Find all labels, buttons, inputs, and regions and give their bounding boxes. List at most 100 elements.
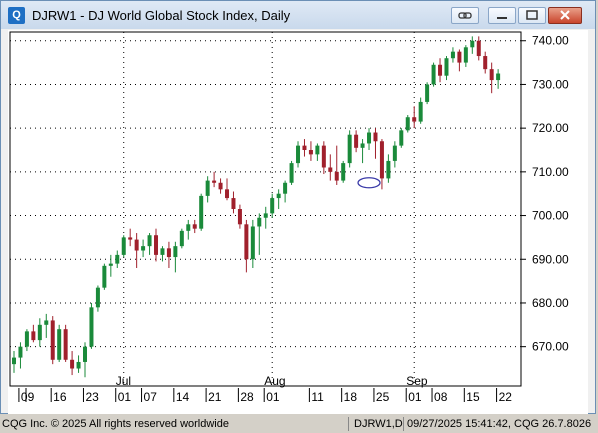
status-symbol: DJRW1,D bbox=[354, 418, 403, 430]
up-candle bbox=[89, 307, 94, 347]
app-icon: Q bbox=[8, 7, 25, 24]
down-candle bbox=[134, 239, 139, 251]
y-tick-label: 690.00 bbox=[532, 252, 569, 266]
down-candle bbox=[237, 209, 242, 225]
close-button[interactable] bbox=[548, 7, 582, 24]
x-month-label: Jul bbox=[116, 374, 131, 388]
down-candle bbox=[231, 198, 236, 209]
x-month-label: Aug bbox=[264, 374, 285, 388]
up-candle bbox=[444, 58, 449, 76]
x-day-label: 01 bbox=[118, 390, 132, 404]
link-icon bbox=[458, 12, 472, 19]
down-candle bbox=[321, 145, 326, 168]
up-candle bbox=[405, 117, 410, 131]
up-candle bbox=[115, 254, 120, 264]
up-candle bbox=[296, 145, 301, 164]
status-separator bbox=[348, 417, 349, 431]
up-candle bbox=[399, 130, 404, 146]
x-day-label: 09 bbox=[21, 390, 35, 404]
minimize-icon bbox=[497, 17, 507, 19]
up-candle bbox=[37, 324, 42, 341]
x-day-label: 14 bbox=[176, 390, 190, 404]
down-candle bbox=[212, 180, 217, 183]
up-candle bbox=[341, 163, 346, 181]
link-button[interactable] bbox=[451, 7, 479, 24]
up-candle bbox=[173, 246, 178, 258]
up-candle bbox=[44, 320, 49, 325]
x-day-label: 21 bbox=[208, 390, 222, 404]
up-candle bbox=[386, 160, 391, 179]
up-candle bbox=[315, 145, 320, 155]
y-tick-label: 710.00 bbox=[532, 165, 569, 179]
down-candle bbox=[166, 248, 171, 258]
up-candle bbox=[18, 346, 23, 358]
maximize-button[interactable] bbox=[518, 7, 546, 24]
up-candle bbox=[179, 230, 184, 247]
down-candle bbox=[483, 56, 488, 70]
down-candle bbox=[192, 224, 197, 229]
y-tick-label: 700.00 bbox=[532, 209, 569, 223]
up-candle bbox=[141, 246, 146, 251]
minimize-button[interactable] bbox=[488, 7, 516, 24]
maximize-icon bbox=[526, 10, 538, 20]
down-candle bbox=[50, 320, 55, 360]
up-candle bbox=[283, 182, 288, 194]
down-candle bbox=[476, 40, 481, 57]
up-candle bbox=[24, 331, 29, 347]
down-candle bbox=[354, 134, 359, 148]
candlestick-chart[interactable]: 740.00 730.00 720.00 710.00 700.00 690.00 680.… bbox=[0, 0, 598, 414]
down-candle bbox=[218, 182, 223, 190]
up-candle bbox=[450, 51, 455, 59]
x-month-label: Sep bbox=[406, 374, 428, 388]
x-day-label: 01 bbox=[266, 390, 280, 404]
x-day-label: 18 bbox=[344, 390, 358, 404]
up-candle bbox=[250, 226, 255, 260]
x-day-label: 23 bbox=[85, 390, 99, 404]
x-day-label: 28 bbox=[240, 390, 254, 404]
down-candle bbox=[154, 235, 159, 255]
up-candle bbox=[470, 40, 475, 48]
up-candle bbox=[160, 248, 165, 255]
copyright-text: CQG Inc. © 2025 All rights reserved worl… bbox=[2, 418, 229, 430]
up-candle bbox=[347, 134, 352, 164]
up-candle bbox=[392, 145, 397, 161]
up-candle bbox=[289, 163, 294, 183]
up-candle bbox=[12, 357, 16, 365]
down-candle bbox=[128, 237, 133, 240]
chart-background bbox=[8, 30, 588, 414]
up-candle bbox=[270, 198, 275, 214]
up-candle bbox=[360, 143, 365, 148]
up-candle bbox=[186, 224, 191, 231]
up-candle bbox=[102, 265, 107, 288]
y-tick-label: 680.00 bbox=[532, 296, 569, 310]
down-candle bbox=[308, 150, 313, 155]
up-candle bbox=[496, 73, 501, 81]
x-day-label: 25 bbox=[376, 390, 390, 404]
x-day-label: 08 bbox=[434, 390, 448, 404]
window-title: DJRW1 - DJ World Global Stock Index, Dai… bbox=[32, 8, 291, 23]
title-bar[interactable]: Q DJRW1 - DJ World Global Stock Index, D… bbox=[1, 1, 595, 29]
up-candle bbox=[76, 361, 81, 369]
up-candle bbox=[276, 193, 281, 199]
down-candle bbox=[31, 331, 36, 341]
down-candle bbox=[457, 51, 462, 63]
x-day-label: 16 bbox=[53, 390, 67, 404]
y-tick-label: 670.00 bbox=[532, 340, 569, 354]
status-separator bbox=[403, 417, 404, 431]
y-tick-label: 720.00 bbox=[532, 121, 569, 135]
status-timestamp: 09/27/2025 15:41:42, CQG 26.7.8026 bbox=[407, 418, 592, 430]
down-candle bbox=[302, 145, 307, 150]
x-day-label: 15 bbox=[466, 390, 480, 404]
y-tick-label: 740.00 bbox=[532, 34, 569, 48]
x-day-label: 22 bbox=[499, 390, 513, 404]
down-candle bbox=[412, 117, 417, 122]
up-candle bbox=[147, 235, 152, 247]
x-day-label: 11 bbox=[311, 390, 324, 404]
down-candle bbox=[244, 224, 249, 260]
up-candle bbox=[463, 47, 468, 63]
down-candle bbox=[63, 329, 68, 360]
up-candle bbox=[95, 287, 100, 308]
close-icon bbox=[560, 10, 570, 20]
annotation-ellipse bbox=[357, 177, 381, 189]
up-candle bbox=[367, 132, 372, 144]
